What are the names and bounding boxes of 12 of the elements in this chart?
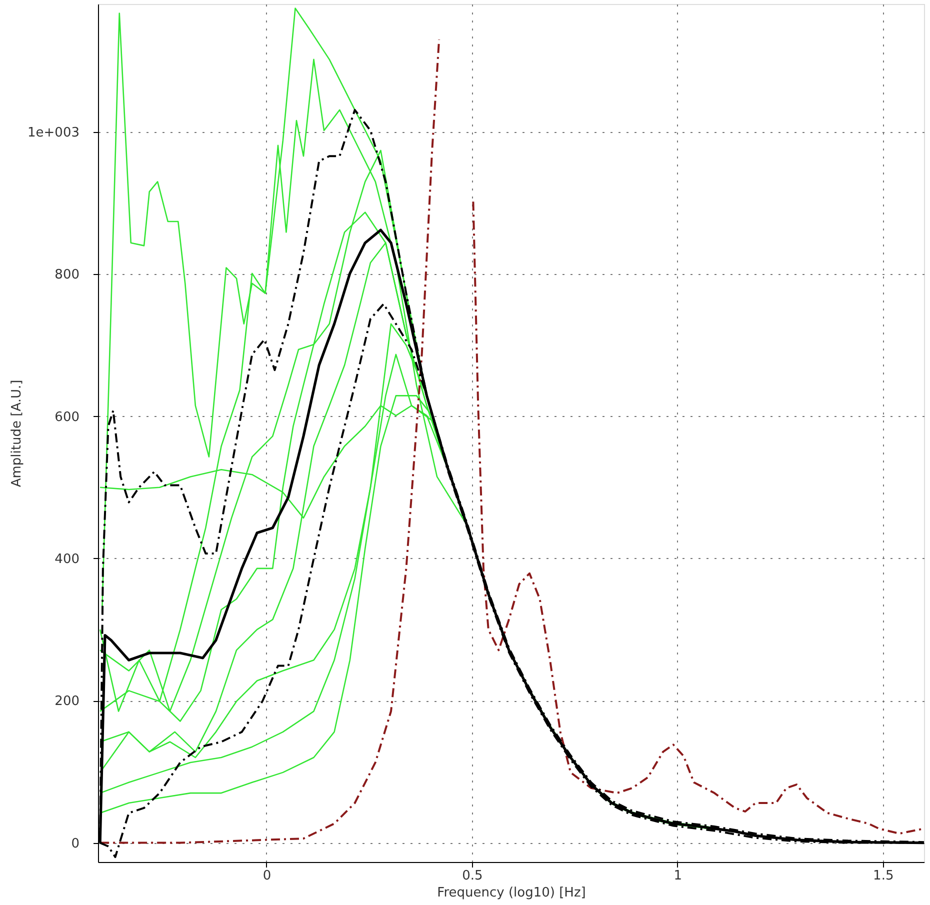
y-tick-label: 600 [54,410,80,425]
y-tick-label: 0 [71,836,80,852]
x-axis-title: Frequency (log10) [Hz] [437,886,586,900]
y-tick-label: 400 [54,552,80,567]
x-tick-label: 0 [262,868,272,884]
y-tick-label: 1e+003 [28,125,80,140]
x-tick-label: 1.5 [873,868,894,884]
y-axis-title: Amplitude [A.U.] [10,380,25,488]
y-tick-label: 800 [54,268,80,283]
x-tick-label: 0.5 [462,868,483,884]
x-tick-label: 1 [674,868,682,884]
y-tick-label: 200 [54,694,80,710]
